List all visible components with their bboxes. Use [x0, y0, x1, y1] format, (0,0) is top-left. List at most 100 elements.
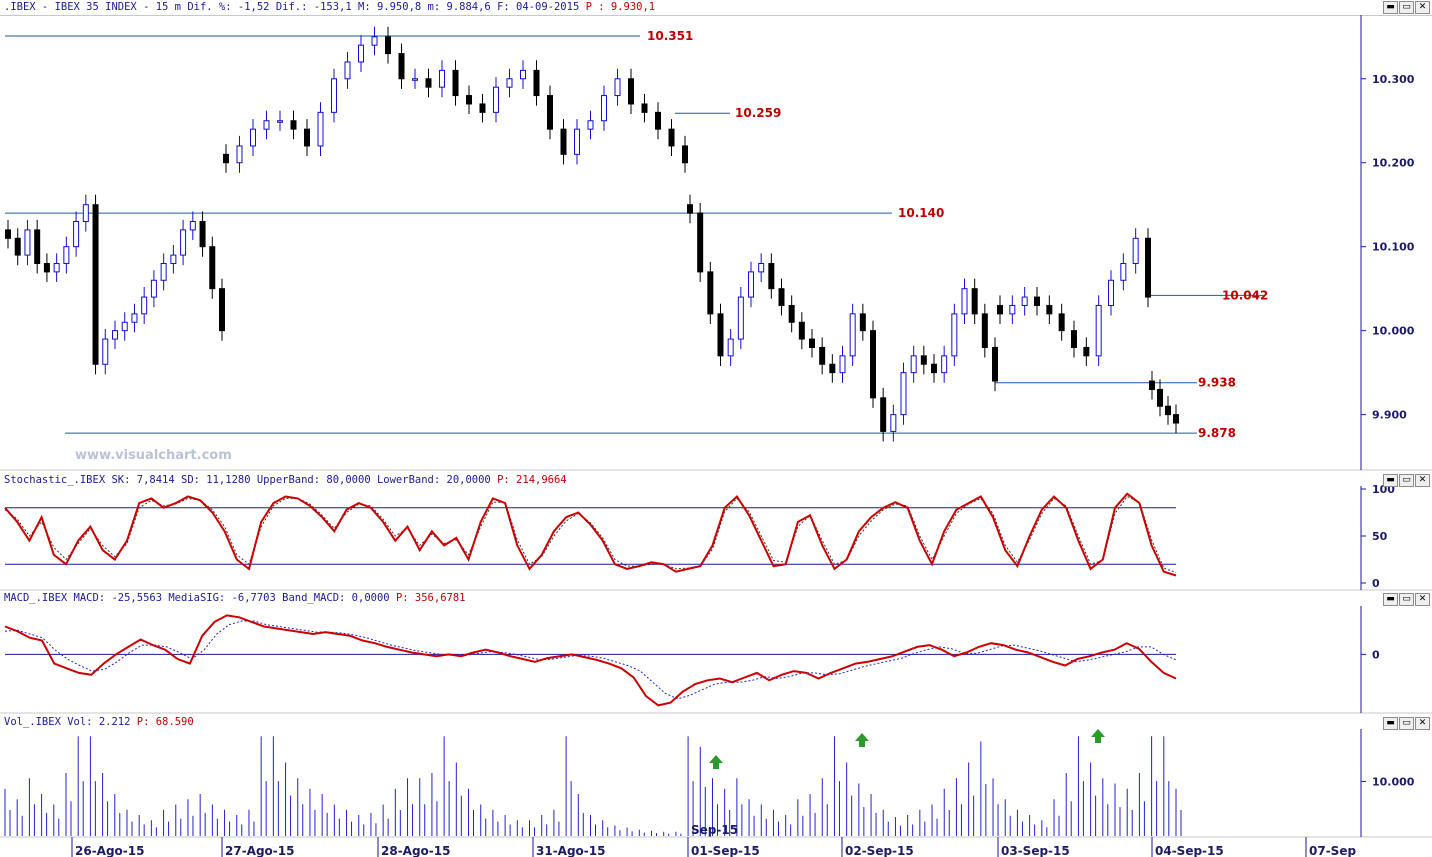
candle-body: [870, 330, 876, 399]
candle-body: [493, 86, 499, 113]
candle-body: [1120, 262, 1127, 281]
date-tick-label: 07-Sep: [1309, 844, 1356, 857]
close-button[interactable]: ✕: [1415, 1, 1430, 14]
candle-body: [304, 128, 310, 147]
close-button[interactable]: ✕: [1415, 474, 1430, 487]
macd-title: MACD_.IBEX MACD: -25,5563 MediaSIG: -6,7…: [4, 592, 465, 604]
candle-body: [92, 204, 99, 365]
up-arrow-icon: [709, 755, 723, 769]
candle-body: [961, 288, 968, 315]
candle-body: [236, 145, 243, 164]
candle-body: [880, 397, 887, 432]
minimize-button[interactable]: ▬: [1383, 1, 1398, 14]
candle-body: [997, 304, 1003, 315]
candle-body: [788, 304, 795, 323]
date-tick-label: 03-Sep-15: [1001, 844, 1070, 857]
candle-body: [992, 346, 998, 382]
volume-title: Vol_.IBEX Vol: 2.212 P: 68.590: [4, 716, 194, 728]
last-price: P : 9.930,1: [585, 1, 656, 13]
candle-body: [547, 95, 553, 130]
price-tick-label: 10.200: [1372, 157, 1415, 170]
candle-body: [331, 78, 337, 113]
candle-body: [263, 120, 270, 130]
up-arrow-icon: [1091, 729, 1105, 743]
stoch-sd-line: [4, 495, 1177, 574]
stochastic-title: Stochastic_.IBEX SK: 7,8414 SD: 11,1280 …: [4, 474, 567, 486]
candle-body: [43, 262, 50, 273]
candle-body: [439, 69, 445, 88]
candle-body: [1095, 304, 1102, 357]
stochastic-p-value: P: 214,9664: [497, 474, 567, 486]
candle-body: [358, 44, 364, 63]
candle-body: [1145, 237, 1151, 298]
candle-body: [910, 355, 917, 374]
candle-body: [277, 120, 283, 123]
restore-button[interactable]: ▭: [1399, 717, 1414, 730]
date-tick-label: 26-Ago-15: [75, 844, 144, 857]
candle-body: [748, 271, 754, 298]
candle-body: [614, 78, 621, 97]
candle-body: [170, 254, 177, 264]
candle-body: [189, 221, 196, 231]
candle-body: [628, 78, 634, 105]
restore-button[interactable]: ▭: [1399, 593, 1414, 606]
candle-body: [1108, 279, 1114, 306]
candle-body: [180, 229, 187, 256]
reference-label: 10.042: [1222, 288, 1268, 302]
candle-body: [209, 246, 216, 290]
candle-body: [533, 69, 540, 97]
month-label: Sep-15: [691, 823, 738, 837]
chart-title-text: .IBEX - IBEX 35 INDEX - 15 m Dif. %: -1,…: [4, 1, 586, 13]
candle-body: [1132, 237, 1139, 264]
candle-body: [687, 204, 693, 214]
candle-body: [425, 78, 432, 88]
macd-tick-label: 0: [1372, 648, 1380, 661]
close-button[interactable]: ✕: [1415, 593, 1430, 606]
restore-button[interactable]: ▭: [1399, 1, 1414, 14]
volume-title-text: Vol_.IBEX Vol: 2.212: [4, 716, 137, 728]
candlestick-series: [5, 26, 1179, 442]
price-tick-label: 10.000: [1372, 325, 1415, 338]
reference-label: 10.351: [647, 29, 693, 43]
candle-body: [717, 313, 724, 357]
candle-body: [839, 355, 846, 374]
candle-body: [199, 221, 206, 248]
candle-body: [14, 237, 21, 256]
macd-p-value: P: 356,6781: [395, 592, 466, 604]
candle-body: [829, 363, 836, 374]
macd-window-buttons: ▬ ▭ ✕: [1383, 593, 1430, 606]
restore-button[interactable]: ▭: [1399, 474, 1414, 487]
up-arrow-icon: [855, 733, 869, 747]
candle-body: [920, 355, 927, 365]
candle-body: [250, 128, 256, 147]
candle-body: [141, 296, 148, 315]
candle-body: [506, 78, 513, 88]
minimize-button[interactable]: ▬: [1383, 593, 1398, 606]
candle-body: [798, 321, 805, 340]
close-button[interactable]: ✕: [1415, 717, 1430, 730]
candle-body: [1009, 304, 1016, 315]
candle-body: [24, 229, 31, 256]
reference-label: 10.259: [735, 106, 781, 120]
candle-body: [160, 262, 167, 281]
candle-body: [697, 212, 704, 273]
date-tick-label: 28-Ago-15: [381, 844, 450, 857]
stoch-tick-label: 0: [1372, 577, 1380, 590]
reference-lines: 10.351 10.259 10.140 10.042 9.938 9.878: [5, 29, 1268, 440]
stoch-tick-label: 50: [1372, 530, 1388, 543]
candle-body: [466, 95, 472, 105]
candle-body: [900, 372, 907, 416]
candle-body: [223, 153, 229, 164]
candle-body: [981, 313, 988, 348]
candle-body: [102, 338, 109, 365]
stoch-sk-line: [4, 492, 1177, 577]
candle-body: [1046, 304, 1053, 315]
minimize-button[interactable]: ▬: [1383, 717, 1398, 730]
macd-line: [4, 614, 1177, 707]
chart-title-bar: .IBEX - IBEX 35 INDEX - 15 m Dif. %: -1,…: [0, 0, 1432, 16]
minimize-button[interactable]: ▬: [1383, 474, 1398, 487]
candle-body: [520, 69, 526, 80]
stochastic-title-text: Stochastic_.IBEX SK: 7,8414 SD: 11,1280 …: [4, 474, 498, 486]
